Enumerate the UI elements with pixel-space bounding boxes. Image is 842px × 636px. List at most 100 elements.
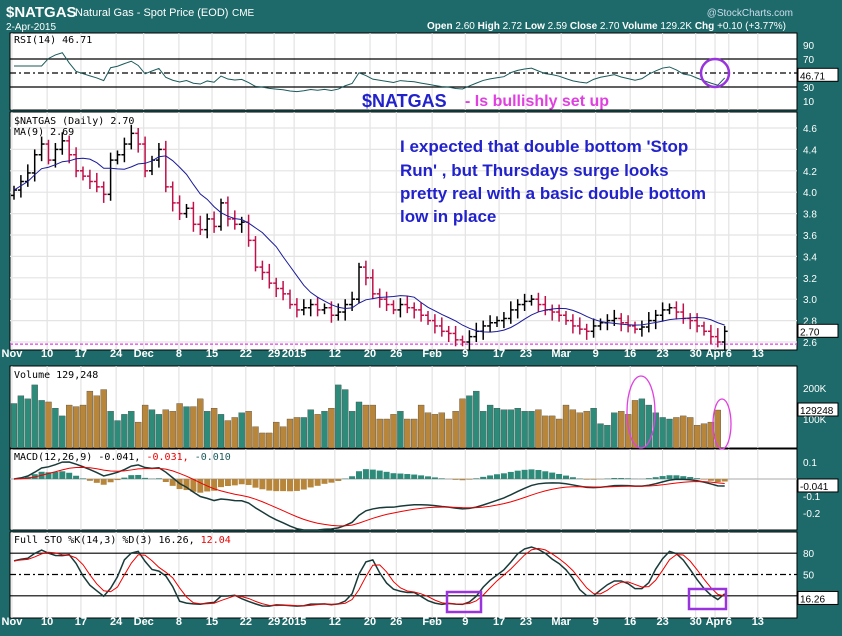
macd-histogram-bar — [73, 475, 80, 479]
volume-bar — [273, 421, 280, 449]
macd-histogram-bar — [183, 479, 190, 491]
macd-histogram-bar — [659, 476, 666, 479]
macd-histogram-bar — [721, 479, 728, 482]
volume-bar — [590, 407, 597, 449]
macd-histogram-bar — [418, 475, 425, 479]
volume-bar — [79, 404, 87, 449]
volume-bar — [38, 400, 45, 449]
x-axis-label: 9 — [593, 616, 599, 628]
volume-bar — [424, 412, 432, 449]
volume-bar — [480, 411, 487, 449]
macd-histogram-bar — [680, 476, 687, 479]
quote-summary: Open 2.60 High 2.72 Low 2.59 Close 2.70 … — [427, 21, 786, 32]
x-axis-label: 23 — [520, 348, 532, 360]
price-tick: 2.6 — [803, 338, 817, 349]
volume-bar — [411, 418, 418, 449]
volume-bar — [514, 407, 521, 449]
rsi-highlight-circle — [699, 57, 731, 89]
macd-histogram-bar — [114, 479, 121, 481]
price-tick: 3.6 — [803, 231, 817, 242]
svg-text:I expected that double bottom: I expected that double bottom 'Stop — [400, 137, 688, 156]
macd-histogram-bar — [142, 477, 149, 479]
volume-bar — [362, 404, 370, 449]
volume-bar — [114, 420, 121, 449]
volume-bar — [452, 411, 459, 449]
x-axis-label: 2015 — [282, 616, 306, 628]
x-axis-label: 17 — [75, 348, 87, 360]
macd-histogram-bar — [155, 478, 162, 479]
price-current-box — [797, 323, 839, 338]
volume-bar — [224, 420, 232, 449]
x-axis-label: 15 — [206, 348, 218, 360]
x-axis-label: 6 — [726, 348, 732, 360]
volume-bar — [321, 411, 328, 449]
volume-tick: 200K — [803, 384, 827, 395]
security-name: Natural Gas - Spot Price (EOD) — [75, 7, 228, 19]
volume-bar — [342, 389, 349, 449]
volume-bar — [279, 426, 287, 449]
volume-bar — [190, 406, 197, 449]
svg-text:Run' , but Thursdays surge loo: Run' , but Thursdays surge looks — [400, 161, 669, 180]
price-tick: 4.4 — [803, 145, 817, 156]
x-axis-label: Mar — [551, 348, 571, 360]
volume-bar — [666, 418, 673, 449]
volume-bar — [245, 411, 252, 449]
volume-bar — [645, 404, 652, 449]
macd-signal-line — [13, 466, 725, 527]
volume-bar — [555, 418, 563, 449]
macd-histogram-bar — [459, 479, 466, 481]
volume-bar — [45, 401, 52, 449]
macd-histogram-bar — [86, 479, 93, 481]
price-tick: 3.8 — [803, 210, 817, 221]
macd-histogram-bar — [128, 475, 135, 479]
macd-histogram-bar — [507, 471, 514, 479]
ma-title: MA(9) 2.69 — [14, 127, 74, 138]
volume-bar — [700, 423, 708, 449]
volume-title: Volume 129,248 — [14, 370, 98, 381]
x-axis-label: Apr — [706, 348, 726, 360]
volume-bar — [293, 417, 301, 449]
sto-highlight-box — [687, 587, 728, 611]
macd-histogram-bar — [259, 479, 266, 490]
macd-histogram-bar — [376, 470, 383, 479]
volume-bar — [17, 395, 25, 449]
annotation-comment: I expected that double bottom 'Stop Run'… — [400, 137, 706, 226]
macd-histogram-bar — [521, 469, 528, 479]
x-axis-label: 23 — [656, 348, 668, 360]
macd-histogram-bar — [162, 479, 169, 483]
macd-tick: -0.2 — [803, 509, 821, 520]
macd-tick: 0.1 — [803, 458, 817, 469]
macd-histogram-bar — [473, 478, 480, 479]
price-tick: 2.8 — [803, 317, 817, 328]
macd-histogram-bar — [80, 478, 86, 479]
volume-bar — [687, 417, 694, 449]
price-title: $NATGAS (Daily) 2.70 — [14, 116, 134, 127]
x-axis-label: 9 — [462, 616, 468, 628]
macd-histogram-bar — [390, 473, 397, 479]
volume-bar — [431, 414, 439, 449]
x-axis-label: 8 — [176, 616, 182, 628]
annotation-symbol: $NATGAS — [362, 91, 447, 111]
volume-bar — [176, 403, 183, 449]
x-axis-label: 16 — [624, 348, 636, 360]
volume-bar — [300, 417, 307, 449]
volume-bar — [238, 412, 245, 449]
volume-bar — [169, 411, 176, 449]
volume-bar — [473, 390, 480, 449]
macd-histogram-bar — [500, 473, 507, 479]
macd-histogram-bar — [218, 479, 224, 488]
macd-histogram-bar — [411, 474, 418, 479]
volume-bar — [535, 409, 542, 449]
x-axis-label: 17 — [493, 348, 505, 360]
x-axis-label: Nov — [2, 348, 24, 360]
x-axis-label: 23 — [656, 616, 668, 628]
x-axis-label: 12 — [329, 616, 341, 628]
macd-histogram-bar — [59, 471, 66, 479]
ma-line — [13, 155, 725, 333]
macd-histogram-bar — [438, 478, 445, 479]
price-tick: 3.0 — [803, 295, 817, 306]
price-tick: 3.4 — [803, 252, 817, 263]
macd-histogram-bar — [556, 473, 563, 479]
macd-histogram-bar — [535, 469, 542, 479]
